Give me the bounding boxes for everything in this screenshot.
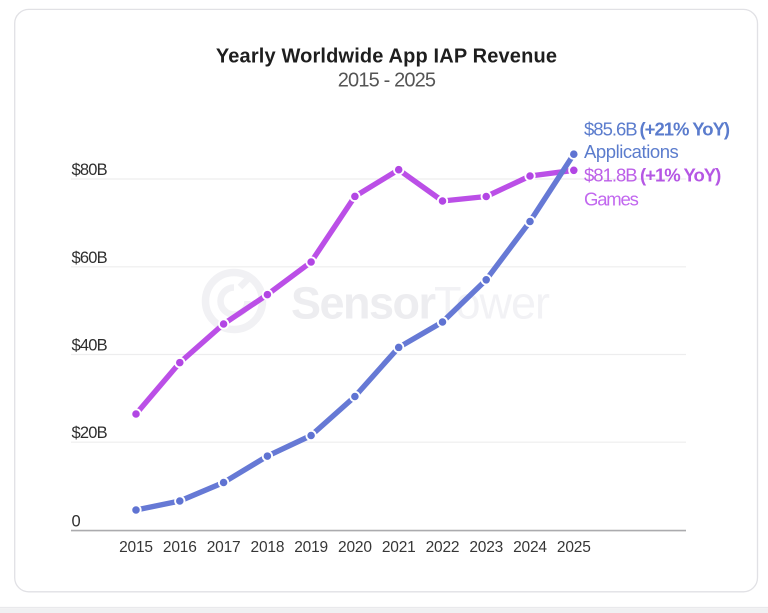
svg-text:Games: Games bbox=[584, 189, 639, 210]
svg-text:2023: 2023 bbox=[469, 539, 503, 556]
svg-text:$85.6B: $85.6B bbox=[584, 119, 637, 140]
svg-text:Sensor: Sensor bbox=[291, 278, 436, 329]
svg-text:2019: 2019 bbox=[294, 539, 328, 556]
svg-text:2024: 2024 bbox=[513, 539, 547, 556]
svg-text:2015: 2015 bbox=[119, 539, 153, 556]
svg-text:Yearly Worldwide App IAP Reven: Yearly Worldwide App IAP Revenue bbox=[216, 46, 557, 68]
svg-text:$20B: $20B bbox=[72, 424, 108, 442]
svg-text:2022: 2022 bbox=[426, 539, 460, 556]
svg-text:2021: 2021 bbox=[382, 539, 416, 556]
svg-text:2020: 2020 bbox=[338, 539, 372, 556]
svg-text:(+1% YoY): (+1% YoY) bbox=[640, 165, 721, 186]
svg-text:2017: 2017 bbox=[207, 539, 241, 556]
svg-text:2016: 2016 bbox=[163, 539, 197, 556]
svg-text:$60B: $60B bbox=[72, 249, 108, 267]
svg-text:0: 0 bbox=[72, 513, 81, 531]
svg-text:2015 - 2025: 2015 - 2025 bbox=[338, 70, 436, 92]
svg-text:$81.8B: $81.8B bbox=[584, 165, 637, 186]
svg-text:$80B: $80B bbox=[72, 161, 108, 179]
svg-text:2018: 2018 bbox=[251, 539, 285, 556]
svg-text:Applications: Applications bbox=[584, 141, 679, 162]
svg-text:Tower: Tower bbox=[434, 278, 550, 329]
svg-text:(+21% YoY): (+21% YoY) bbox=[640, 119, 730, 140]
svg-text:$40B: $40B bbox=[72, 337, 108, 355]
svg-text:2025: 2025 bbox=[557, 539, 591, 556]
